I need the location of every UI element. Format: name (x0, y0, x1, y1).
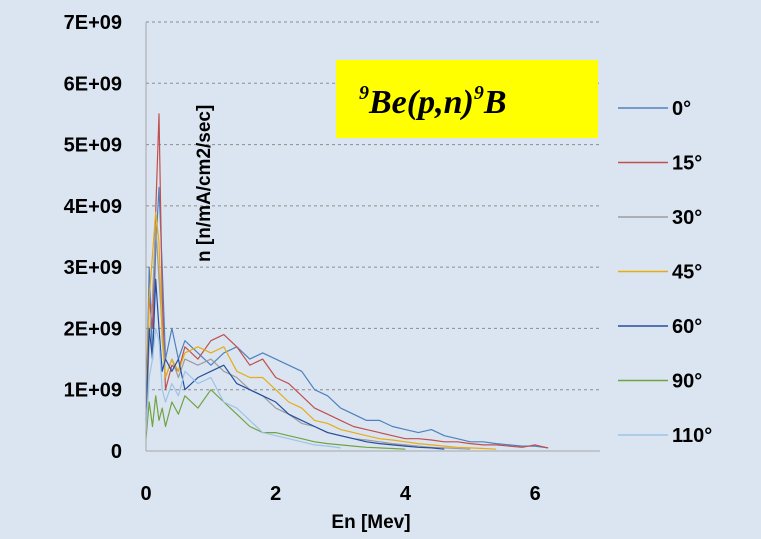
series-line (145, 113, 549, 449)
legend: 0° 15° 30° 45° 60° 90° 110° (618, 98, 712, 447)
y-tick-label: 1E+09 (64, 380, 122, 402)
reaction-tail: B (483, 84, 507, 121)
series-line (145, 278, 445, 450)
y-tick-label: 5E+09 (64, 135, 122, 157)
y-tick-label: 0 (111, 441, 122, 463)
series-line (145, 211, 497, 450)
legend-label: 30° (672, 207, 702, 229)
legend-label: 60° (672, 316, 702, 338)
series-line (145, 327, 341, 449)
legend-label: 0° (672, 98, 691, 120)
series-line (145, 186, 549, 449)
legend-label: 45° (672, 262, 702, 284)
x-tick-label: 2 (270, 483, 281, 505)
legend-label: 15° (672, 153, 702, 175)
reaction-main: Be(p,n) (368, 84, 474, 121)
reaction-label-background (336, 60, 598, 138)
reaction-post-superscript: 9 (474, 82, 484, 104)
legend-label: 90° (672, 371, 702, 393)
legend-label: 110° (672, 425, 712, 447)
x-tick-label: 6 (530, 483, 541, 505)
x-tick-label: 4 (400, 483, 412, 505)
y-tick-label: 7E+09 (64, 12, 122, 34)
reaction-label-box: 9Be(p,n)9B (336, 60, 598, 138)
y-axis-title: n [n/mA/cm2/sec] (194, 105, 215, 262)
axes (145, 22, 600, 452)
y-tick-labels: 0 1E+09 2E+09 3E+09 4E+09 5E+09 6E+09 7E+09 (64, 12, 122, 463)
x-axis-title: En [Mev] (331, 512, 410, 533)
x-tick-label: 0 (140, 483, 151, 505)
plot-series (145, 113, 549, 450)
reaction-label: 9Be(p,n)9B (359, 82, 507, 121)
series-line (145, 223, 471, 450)
reaction-pre-superscript: 9 (359, 82, 369, 104)
y-tick-label: 4E+09 (64, 196, 122, 218)
y-tick-label: 2E+09 (64, 318, 122, 340)
y-tick-label: 6E+09 (64, 73, 122, 95)
series-line (145, 389, 406, 450)
y-tick-label: 3E+09 (64, 257, 122, 279)
x-tick-labels: 0 2 4 6 (140, 483, 540, 505)
